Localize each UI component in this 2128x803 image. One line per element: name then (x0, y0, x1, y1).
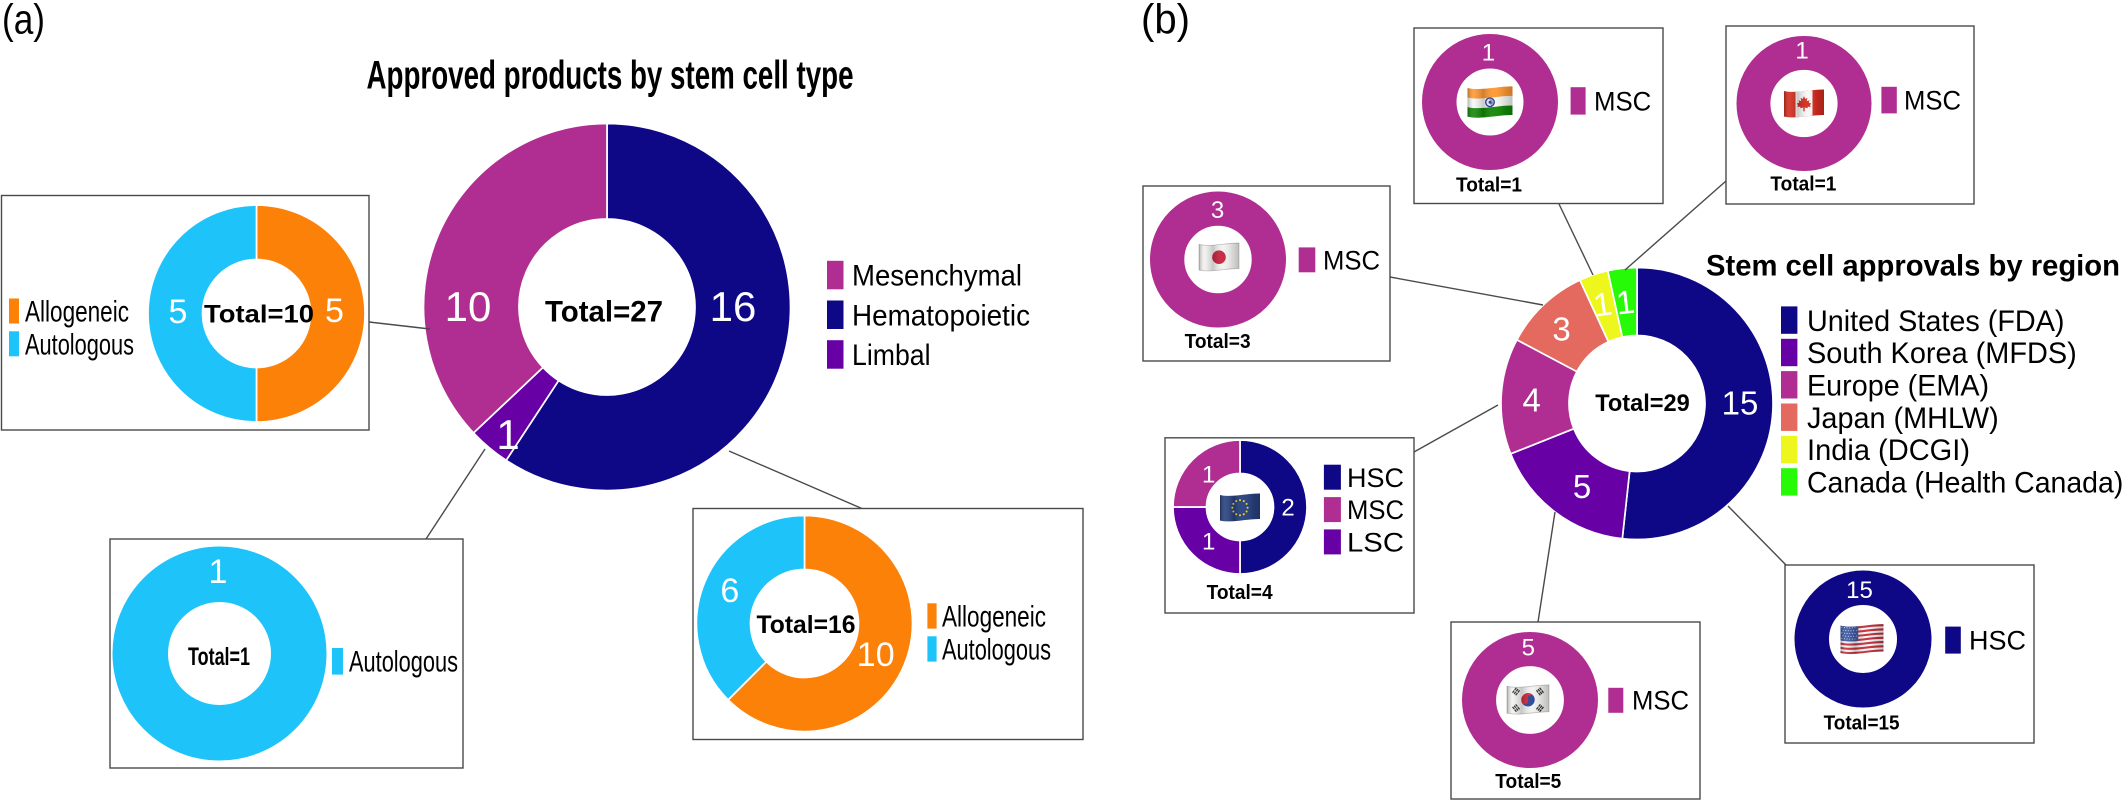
svg-text:6: 6 (720, 572, 739, 610)
svg-text:MSC: MSC (1323, 245, 1380, 275)
svg-text:1: 1 (1614, 283, 1636, 322)
svg-text:MSC: MSC (1347, 495, 1404, 525)
svg-text:Mesenchymal: Mesenchymal (852, 260, 1022, 293)
svg-text:15: 15 (1846, 577, 1873, 604)
svg-text:10: 10 (857, 636, 895, 674)
svg-text:HSC: HSC (1969, 626, 2026, 656)
svg-text:Total=1: Total=1 (1456, 175, 1522, 197)
svg-text:5: 5 (169, 293, 188, 331)
svg-text:10: 10 (445, 283, 492, 330)
svg-text:2: 2 (1281, 494, 1294, 521)
svg-text:1: 1 (1482, 40, 1495, 67)
svg-text:United States (FDA): United States (FDA) (1807, 305, 2065, 338)
svg-text:Japan (MHLW): Japan (MHLW) (1807, 402, 1999, 435)
svg-text:South Korea (MFDS): South Korea (MFDS) (1807, 337, 2077, 370)
svg-text:Stem cell approvals by region: Stem cell approvals by region (1706, 250, 2120, 283)
svg-text:Total=15: Total=15 (1824, 712, 1900, 734)
svg-text:Total=1: Total=1 (188, 643, 250, 671)
svg-text:Autologous: Autologous (25, 329, 134, 362)
svg-text:HSC: HSC (1347, 463, 1404, 493)
svg-text:5: 5 (325, 292, 344, 330)
svg-text:Total=3: Total=3 (1185, 331, 1251, 353)
svg-text:Allogeneic: Allogeneic (942, 601, 1046, 634)
svg-text:1: 1 (496, 411, 519, 458)
svg-text:(a): (a) (2, 0, 45, 43)
svg-text:1: 1 (1202, 529, 1215, 556)
svg-text:5: 5 (1522, 634, 1535, 661)
svg-text:1: 1 (1202, 462, 1215, 489)
svg-text:Total=10: Total=10 (204, 300, 314, 328)
svg-text:3: 3 (1211, 197, 1224, 224)
svg-text:4: 4 (1523, 381, 1541, 418)
svg-text:Europe (EMA): Europe (EMA) (1807, 370, 1989, 403)
svg-text:Hematopoietic: Hematopoietic (852, 299, 1030, 332)
svg-text:Total=1: Total=1 (1770, 173, 1836, 195)
svg-text:Total=5: Total=5 (1495, 771, 1561, 793)
svg-text:Total=27: Total=27 (545, 296, 663, 329)
svg-text:Approved products by stem cell: Approved products by stem cell type (367, 53, 854, 97)
svg-text:3: 3 (1552, 311, 1570, 348)
svg-text:Total=4: Total=4 (1207, 582, 1274, 604)
svg-text:Canada (Health Canada): Canada (Health Canada) (1807, 467, 2123, 500)
svg-text:India (DCGI): India (DCGI) (1807, 434, 1970, 467)
svg-text:1: 1 (1795, 38, 1808, 65)
svg-text:Total=16: Total=16 (757, 611, 856, 639)
svg-text:Allogeneic: Allogeneic (25, 296, 129, 329)
svg-text:MSC: MSC (1632, 686, 1689, 716)
svg-text:1: 1 (209, 553, 228, 591)
svg-text:MSC: MSC (1594, 87, 1651, 117)
svg-text:Limbal: Limbal (852, 339, 931, 372)
svg-text:(b): (b) (1141, 0, 1190, 43)
svg-text:Autologous: Autologous (349, 646, 458, 679)
svg-text:5: 5 (1573, 468, 1591, 505)
svg-text:Total=29: Total=29 (1595, 390, 1690, 417)
svg-text:16: 16 (710, 283, 757, 330)
svg-text:MSC: MSC (1904, 86, 1961, 116)
svg-text:1: 1 (1591, 285, 1614, 324)
svg-text:Autologous: Autologous (942, 634, 1051, 667)
svg-text:15: 15 (1722, 384, 1759, 421)
svg-text:LSC: LSC (1347, 528, 1404, 558)
